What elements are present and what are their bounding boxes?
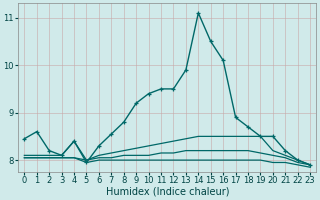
X-axis label: Humidex (Indice chaleur): Humidex (Indice chaleur) [106,187,229,197]
